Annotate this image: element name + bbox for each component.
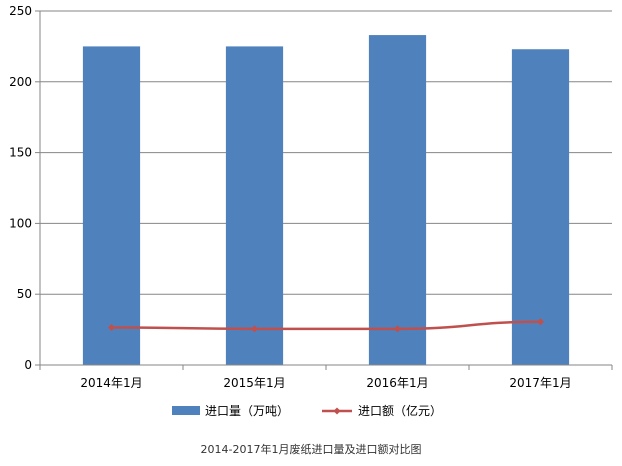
bar-1 — [225, 46, 284, 366]
x-tick-label-2: 2016年1月 — [366, 376, 428, 390]
line-point-2 — [394, 325, 401, 333]
y-tick-label-150: 150 — [9, 146, 32, 160]
legend-label-bar: 进口量（万吨） — [205, 404, 289, 418]
line-point-0 — [108, 323, 115, 331]
bar-2 — [368, 35, 427, 366]
line-point-1 — [251, 325, 258, 333]
bars — [82, 35, 570, 366]
legend: 进口量（万吨） 进口额（亿元） — [172, 403, 442, 418]
y-tick-label-200: 200 — [9, 75, 32, 89]
bar-3 — [511, 49, 570, 366]
x-tick-label-1: 2015年1月 — [223, 376, 285, 390]
bar-0 — [82, 46, 141, 366]
legend-marker-line — [333, 407, 341, 415]
axes — [35, 10, 613, 370]
y-tick-label-50: 50 — [17, 287, 32, 301]
y-tick-label-0: 0 — [24, 358, 32, 372]
x-tick-label-3: 2017年1月 — [509, 376, 571, 390]
line-point-3 — [537, 318, 544, 326]
y-tick-label-250: 250 — [9, 4, 32, 18]
line-series — [108, 318, 544, 333]
x-tick-label-0: 2014年1月 — [80, 376, 142, 390]
legend-label-line: 进口额（亿元） — [358, 403, 442, 418]
line-path — [111, 320, 541, 331]
chart-caption: 2014-2017年1月废纸进口量及进口额对比图 — [200, 443, 422, 456]
y-tick-label-100: 100 — [9, 216, 32, 230]
x-tick-labels: 2014年1月 2015年1月 2016年1月 2017年1月 — [80, 376, 571, 390]
y-tick-labels: 0 50 100 150 200 250 — [9, 4, 32, 372]
legend-swatch-bar — [172, 406, 200, 415]
